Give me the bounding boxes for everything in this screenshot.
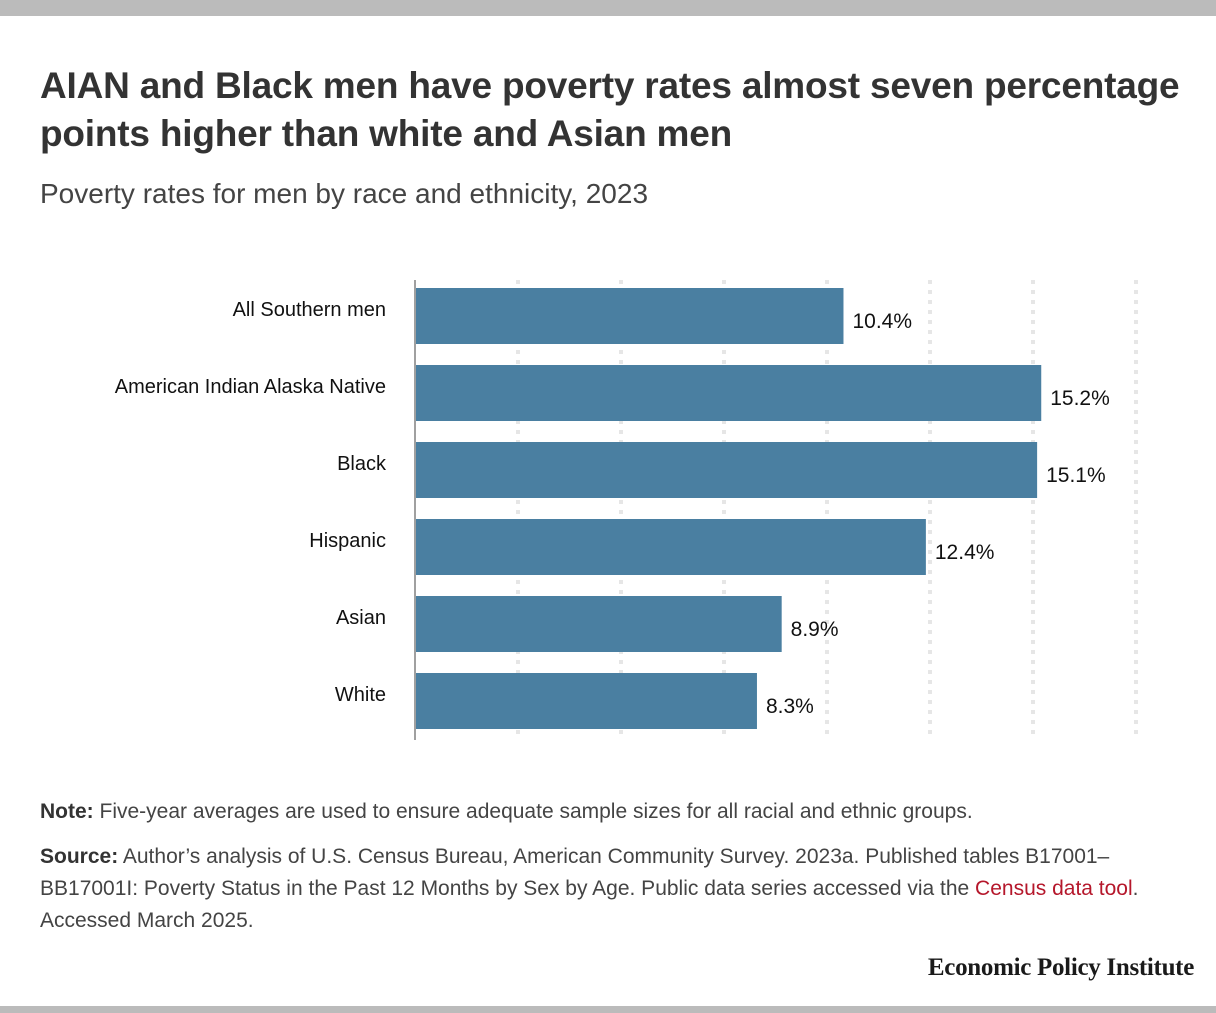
category-label: White (335, 684, 386, 706)
bar (416, 442, 1038, 498)
bar (416, 519, 926, 575)
value-label: 15.1% (1046, 464, 1106, 487)
value-label: 10.4% (852, 310, 912, 333)
bar (416, 596, 782, 652)
value-label: 8.3% (766, 695, 814, 718)
category-labels: All Southern men American Indian Alaska N… (115, 299, 387, 706)
category-label: American Indian Alaska Native (115, 376, 386, 398)
source-text-end: . Accessed March 2025. (40, 877, 1139, 932)
bar (416, 673, 757, 729)
note-label: Note: (40, 800, 94, 823)
category-label: Hispanic (309, 530, 386, 552)
gridlines (516, 280, 1138, 740)
value-label: 12.4% (935, 541, 995, 564)
note: Note: Five-year averages are used to ens… (40, 797, 1190, 827)
bar (416, 288, 844, 344)
chart-title: AIAN and Black men have poverty rates al… (40, 65, 1180, 154)
note-text: Five-year averages are used to ensure ad… (93, 800, 973, 823)
epi-logo: Economic Policy Institute (927, 954, 1194, 981)
category-label: All Southern men (233, 299, 386, 321)
top-border (0, 0, 1216, 16)
category-label: Black (337, 453, 387, 475)
census-data-tool-link[interactable]: Census data tool (975, 877, 1133, 900)
source: Source: Author’s analysis of U.S. Census… (40, 841, 1190, 937)
bars (416, 288, 1042, 729)
category-label: Asian (336, 607, 386, 629)
value-labels: 10.4% 15.2% 15.1% 12.4% 8.9% 8.3% (766, 310, 1110, 718)
bar-chart: All Southern men American Indian Alaska N… (115, 280, 1138, 740)
source-label: Source: (40, 845, 119, 868)
bottom-border (0, 1006, 1216, 1013)
bar (416, 365, 1042, 421)
value-label: 8.9% (791, 618, 839, 641)
source-text: Author’s analysis of U.S. Census Bureau,… (40, 845, 1110, 900)
value-label: 15.2% (1050, 387, 1110, 410)
chart-subtitle: Poverty rates for men by race and ethnic… (40, 178, 649, 209)
